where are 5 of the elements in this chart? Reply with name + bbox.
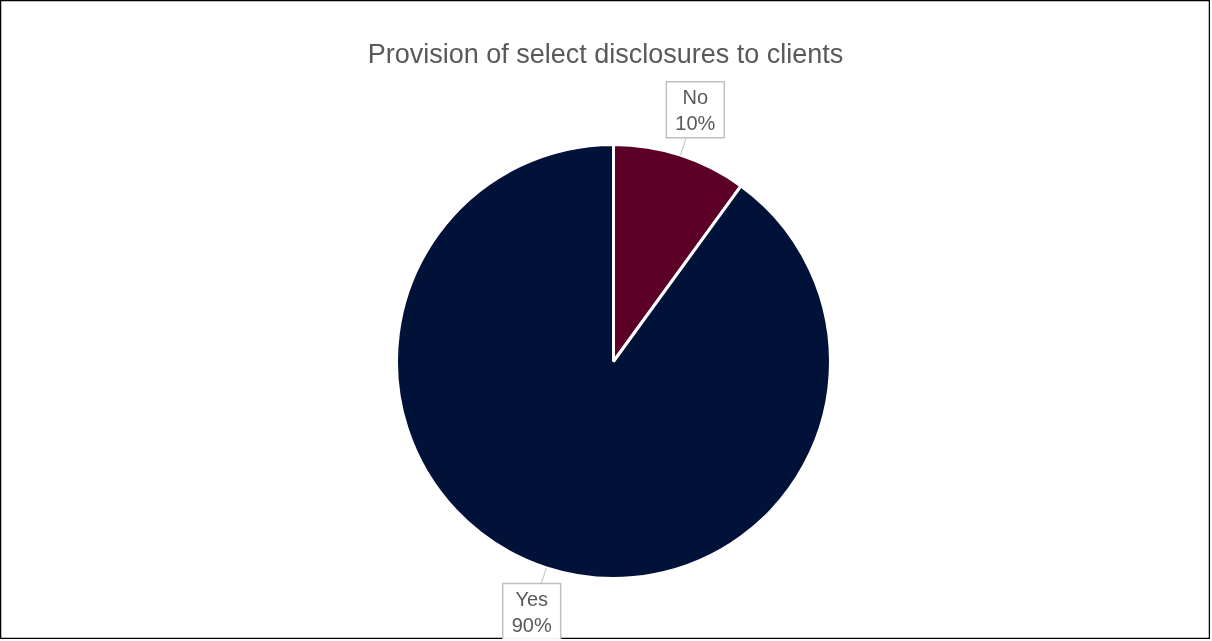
slice-label: No xyxy=(682,85,709,108)
data-label: 90% xyxy=(511,613,552,636)
data-label: 10% xyxy=(675,111,716,134)
slice-label: Yes xyxy=(515,587,549,610)
chart-title: Provision of select disclosures to clients xyxy=(367,38,844,69)
